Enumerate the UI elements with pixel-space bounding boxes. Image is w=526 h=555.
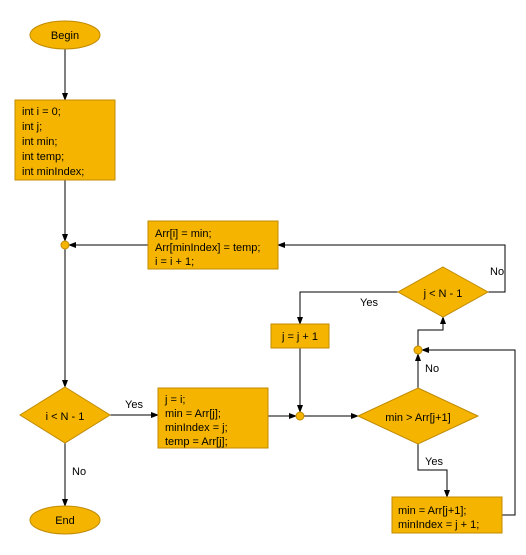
node-conn3 [414,346,422,354]
node-update-i: Arr[i] = min; Arr[minIndex] = temp; i = … [148,221,278,269]
text-begin: Begin [51,30,79,42]
text-updmin-0: min = Arr[j+1]; [398,505,466,517]
text-updi-2: i = i + 1; [155,256,194,268]
node-init: int i = 0; int j; int min; int temp; int… [15,100,115,180]
node-end: End [30,506,100,534]
text-init-1: int j; [22,121,42,133]
text-updi-0: Arr[i] = min; [155,228,212,240]
text-initj-2: minIndex = j; [165,422,228,434]
node-begin: Begin [30,21,100,49]
node-dec-min: min > Arr[j+1] [358,388,478,444]
edge-conn3-decj [418,317,443,346]
text-decmin: min > Arr[j+1] [385,412,450,424]
text-incrj: j = j + 1 [281,331,318,343]
label-yes-3: Yes [360,297,378,309]
flowchart-canvas: Yes No Yes No Yes No Begin int i = 0; in… [0,0,526,555]
text-initj-3: temp = Arr[j]; [165,436,228,448]
node-conn1 [61,241,69,249]
text-decj: j < N - 1 [423,288,463,300]
node-update-min: min = Arr[j+1]; minIndex = j + 1; [392,497,502,533]
text-init-4: int minIndex; [22,166,84,178]
edge-decmin-updmin [418,444,447,497]
node-dec-i: i < N - 1 [20,387,110,443]
label-no-3: No [490,266,504,278]
label-yes-1: Yes [125,399,143,411]
node-init-j: j = i; min = Arr[j]; minIndex = j; temp … [158,388,268,448]
text-init-3: int temp; [22,151,64,163]
edge-decj-incrj [300,292,398,324]
node-conn2 [296,412,304,420]
text-initj-0: j = i; [164,394,185,406]
label-yes-2: Yes [425,456,443,468]
text-updmin-1: minIndex = j + 1; [398,519,479,531]
text-updi-1: Arr[minIndex] = temp; [155,242,260,254]
text-deci: i < N - 1 [46,411,85,423]
label-no-2: No [425,363,439,375]
text-end: End [55,515,75,527]
text-init-2: int min; [22,136,57,148]
node-incr-j: j = j + 1 [271,324,329,348]
label-no-1: No [72,466,86,478]
text-init-0: int i = 0; [22,106,61,118]
text-initj-1: min = Arr[j]; [165,408,221,420]
node-dec-j: j < N - 1 [398,267,488,317]
